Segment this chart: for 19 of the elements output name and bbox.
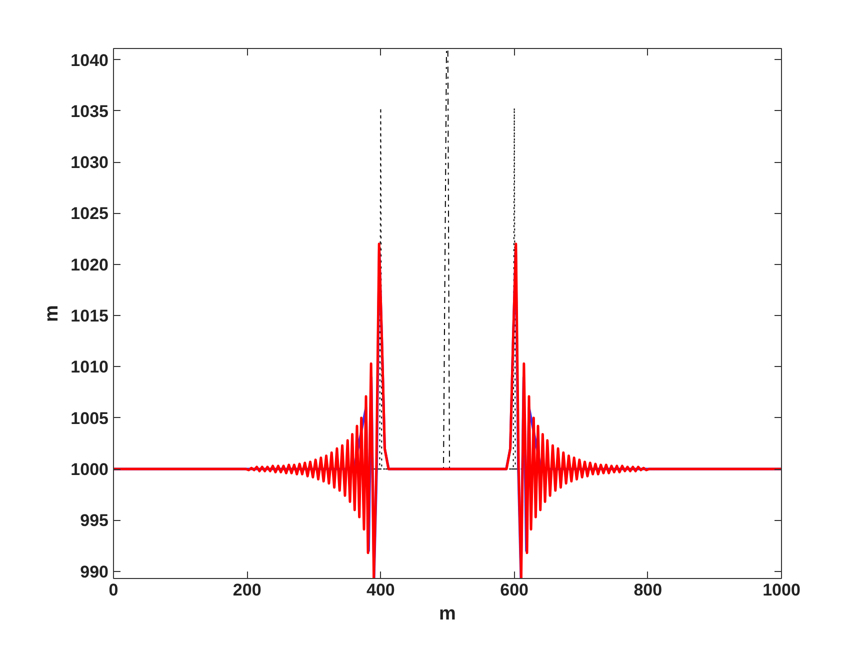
x-tick-label: 200 — [232, 580, 262, 600]
x-tick-label: 800 — [634, 580, 662, 600]
y-tick-label: 1010 — [70, 358, 109, 377]
y-tick-label: 1040 — [70, 50, 109, 70]
y-tick-label: 1020 — [70, 255, 109, 274]
x-tick-label: 400 — [366, 580, 395, 600]
y-tick-label: 1005 — [70, 408, 109, 428]
y-tick-label: 1000 — [70, 460, 109, 480]
y-tick-label: 1030 — [70, 153, 109, 172]
y-tick-label: 1025 — [70, 204, 109, 224]
x-tick-label: 1000 — [762, 580, 800, 600]
x-axis-title: m — [439, 604, 456, 624]
x-tick-label: 0 — [108, 580, 118, 600]
x-tick-label: 600 — [500, 580, 528, 600]
y-tick-label: 990 — [80, 562, 109, 582]
y-tick-label: 1015 — [70, 306, 109, 326]
y-tick-label: 1035 — [70, 102, 109, 121]
y-tick-label: 995 — [80, 511, 109, 530]
y-axis-title: m — [42, 305, 63, 322]
